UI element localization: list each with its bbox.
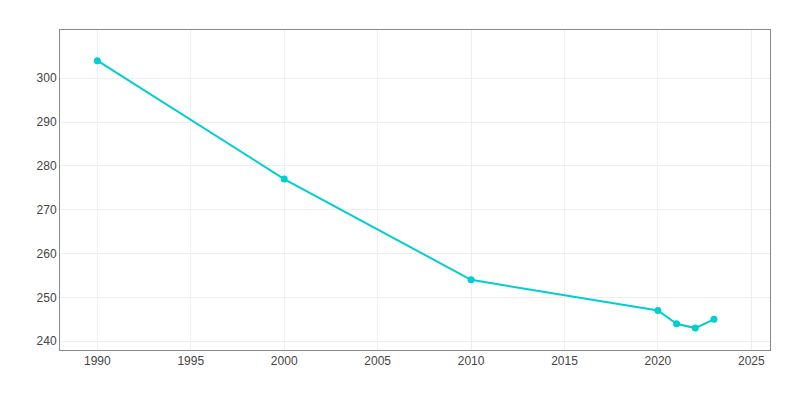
svg-text:2010: 2010	[458, 354, 485, 368]
svg-text:290: 290	[37, 115, 57, 129]
svg-text:2020: 2020	[645, 354, 672, 368]
svg-text:2005: 2005	[364, 354, 391, 368]
svg-text:280: 280	[37, 159, 57, 173]
svg-text:270: 270	[37, 203, 57, 217]
svg-text:2000: 2000	[271, 354, 298, 368]
svg-text:1995: 1995	[177, 354, 204, 368]
svg-text:2015: 2015	[551, 354, 578, 368]
svg-text:240: 240	[37, 334, 57, 348]
svg-text:260: 260	[37, 247, 57, 261]
svg-text:1990: 1990	[84, 354, 111, 368]
svg-text:300: 300	[37, 71, 57, 85]
svg-text:2025: 2025	[738, 354, 765, 368]
svg-text:250: 250	[37, 291, 57, 305]
